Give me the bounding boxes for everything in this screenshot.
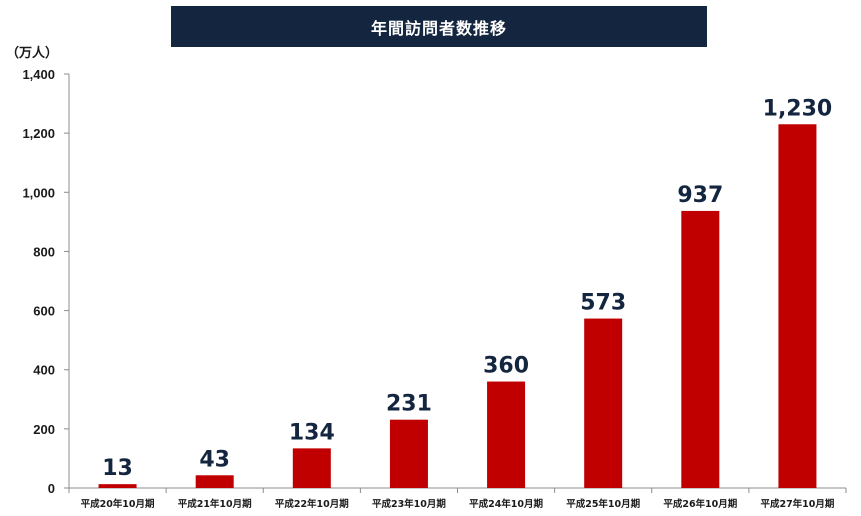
category-labels-group: 平成20年10月期 平成21年10月期 平成22年10月期 平成23年10月期 平成24… [81,498,835,510]
bar [487,381,526,488]
bar [98,484,137,488]
chart-title-banner: 年間訪問者数推移 [171,6,707,47]
chart-title: 年間訪問者数推移 [370,18,507,38]
data-label: 134 [289,420,335,445]
category-label: 平成27年10月期 [760,498,834,510]
data-labels-group: 13 43 134 231 360 573 937 1,230 [102,96,832,481]
bar [584,318,623,488]
y-tick-label: 1,400 [22,67,55,82]
data-label: 13 [102,456,133,481]
x-axis [68,487,847,493]
data-label: 1,230 [763,96,833,121]
y-tick-label: 400 [33,363,55,378]
y-tick-label: 200 [33,422,55,437]
y-tick-label: 600 [33,304,55,319]
bar [778,124,817,489]
bar [681,210,720,488]
data-label: 937 [677,183,723,208]
bars-group [98,124,817,489]
bar [389,419,428,488]
category-label: 平成20年10月期 [81,498,155,510]
bar [195,475,234,488]
data-label: 573 [580,291,626,316]
category-label: 平成25年10月期 [566,498,640,510]
data-label: 360 [483,354,529,379]
data-label: 43 [199,447,230,472]
category-label: 平成21年10月期 [178,498,252,510]
y-axis: 0 200 400 600 800 1,000 1,200 1,400 [22,67,70,496]
category-label: 平成22年10月期 [275,498,349,510]
data-label: 231 [386,392,432,417]
category-label: 平成24年10月期 [469,498,543,510]
y-axis-unit-label: （万人） [6,45,58,61]
y-tick-label: 1,200 [22,126,55,141]
y-tick-label: 0 [48,481,55,496]
category-label: 平成23年10月期 [372,498,446,510]
category-label: 平成26年10月期 [663,498,737,510]
bar [292,448,331,488]
y-tick-label: 1,000 [22,185,55,200]
y-tick-label: 800 [33,244,55,259]
